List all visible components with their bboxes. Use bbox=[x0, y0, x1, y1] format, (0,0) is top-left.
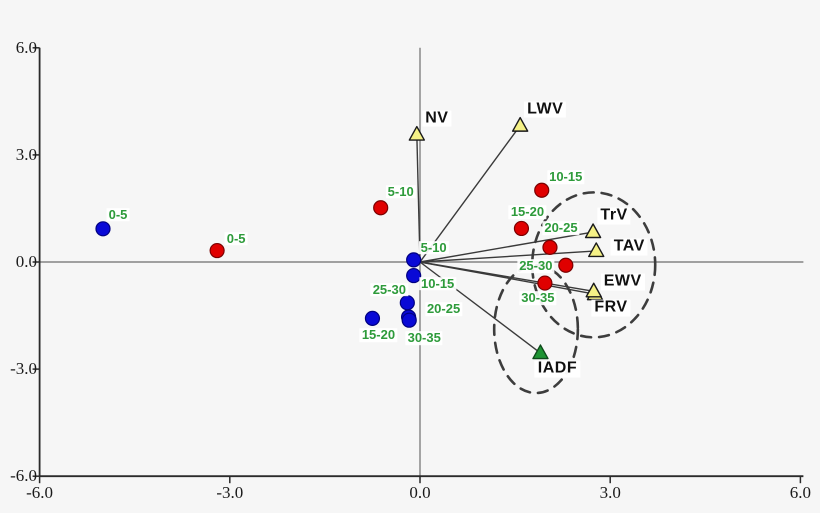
vector-line-trv bbox=[419, 231, 594, 263]
vector-marker-lwv bbox=[511, 116, 529, 132]
vector-line-nv bbox=[416, 134, 421, 263]
vector-line-iadf bbox=[419, 261, 541, 354]
age-classes-red-point-5-10 bbox=[373, 200, 389, 216]
group-ellipse-vectors bbox=[530, 191, 657, 339]
age-classes-blue-point-25-30 bbox=[399, 295, 415, 311]
age-classes-red-point-0-5 bbox=[209, 242, 225, 259]
age-classes-red-point-20-25 bbox=[542, 239, 558, 255]
vector-line-lwv bbox=[419, 125, 521, 263]
age-classes-blue-point-15-20 bbox=[364, 310, 381, 327]
vector-marker-iadf bbox=[532, 344, 549, 360]
age-classes-red-point-15-20 bbox=[513, 220, 530, 237]
age-classes-red-point-10-15 bbox=[534, 182, 550, 198]
vector-marker-ewv bbox=[585, 282, 602, 298]
age-classes-blue-point-0-5 bbox=[95, 221, 111, 237]
vector-marker-nv bbox=[408, 125, 426, 141]
vector-line-ewv bbox=[419, 261, 594, 292]
age-classes-red-point-30-35 bbox=[537, 275, 553, 291]
vector-marker-tav bbox=[588, 242, 605, 258]
age-classes-red-point-25-30 bbox=[558, 257, 574, 273]
age-classes-blue-point-30-35 bbox=[401, 312, 417, 328]
age-classes-blue-point-5-10 bbox=[406, 252, 422, 268]
vector-marker-trv bbox=[584, 223, 602, 239]
age-classes-blue-point-10-15 bbox=[406, 267, 422, 284]
vector-line-tav bbox=[419, 250, 597, 263]
